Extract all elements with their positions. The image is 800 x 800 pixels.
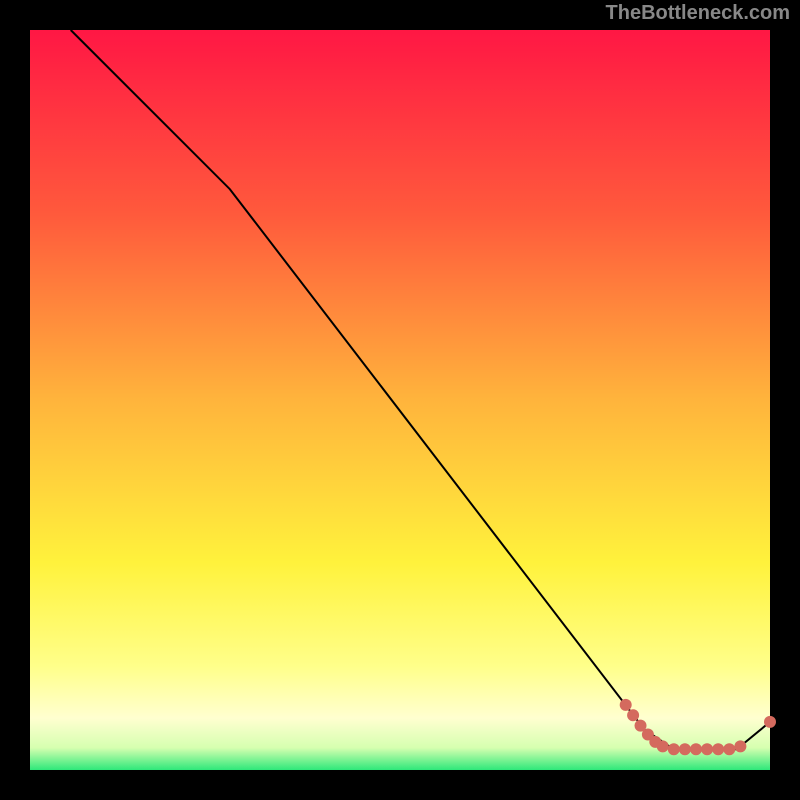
watermark-text: TheBottleneck.com	[606, 2, 790, 25]
chart-container: TheBottleneck.com	[0, 0, 800, 800]
data-point-marker	[620, 699, 632, 711]
bottleneck-line	[71, 30, 770, 749]
data-point-marker	[657, 740, 669, 752]
data-point-marker	[690, 743, 702, 755]
data-point-marker	[679, 743, 691, 755]
data-point-marker	[701, 743, 713, 755]
data-point-marker	[627, 709, 639, 721]
data-point-marker	[734, 740, 746, 752]
data-point-marker	[712, 743, 724, 755]
data-point-marker	[668, 743, 680, 755]
chart-overlay	[0, 0, 800, 800]
data-point-marker	[764, 716, 776, 728]
data-point-marker	[723, 743, 735, 755]
